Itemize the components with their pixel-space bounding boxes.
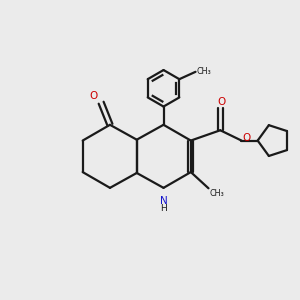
- Text: O: O: [243, 133, 251, 143]
- Text: CH₃: CH₃: [210, 190, 224, 199]
- Text: CH₃: CH₃: [197, 67, 212, 76]
- Text: O: O: [217, 97, 226, 107]
- Text: N: N: [160, 196, 167, 206]
- Text: O: O: [89, 91, 98, 101]
- Text: H: H: [160, 204, 167, 213]
